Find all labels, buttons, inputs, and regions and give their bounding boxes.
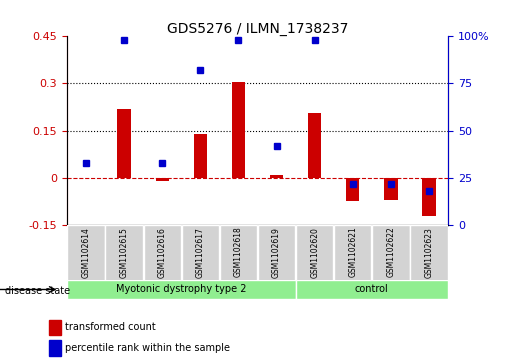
FancyBboxPatch shape: [372, 225, 409, 281]
Bar: [49, 320, 61, 335]
FancyBboxPatch shape: [296, 225, 333, 281]
Text: transformed count: transformed count: [65, 322, 156, 332]
FancyBboxPatch shape: [144, 225, 181, 281]
Bar: [232, 82, 245, 178]
Text: GDS5276 / ILMN_1738237: GDS5276 / ILMN_1738237: [167, 22, 348, 36]
FancyBboxPatch shape: [410, 225, 448, 281]
Bar: [308, 113, 321, 178]
Text: Myotonic dystrophy type 2: Myotonic dystrophy type 2: [116, 285, 247, 294]
Text: GSM1102618: GSM1102618: [234, 227, 243, 277]
FancyBboxPatch shape: [220, 225, 257, 281]
Bar: [422, 178, 436, 216]
Text: GSM1102620: GSM1102620: [310, 227, 319, 277]
FancyBboxPatch shape: [258, 225, 295, 281]
Bar: [156, 178, 169, 181]
Text: GSM1102621: GSM1102621: [348, 227, 357, 277]
Bar: [49, 340, 61, 356]
FancyBboxPatch shape: [296, 280, 448, 299]
FancyBboxPatch shape: [106, 225, 143, 281]
FancyBboxPatch shape: [67, 280, 296, 299]
Bar: [346, 178, 359, 201]
Bar: [117, 109, 131, 178]
Text: disease state: disease state: [5, 286, 70, 296]
Text: GSM1102615: GSM1102615: [119, 227, 129, 277]
Text: GSM1102622: GSM1102622: [386, 227, 396, 277]
Text: GSM1102616: GSM1102616: [158, 227, 167, 277]
Bar: [270, 175, 283, 178]
Text: GSM1102617: GSM1102617: [196, 227, 205, 277]
Bar: [384, 178, 398, 200]
FancyBboxPatch shape: [334, 225, 371, 281]
FancyBboxPatch shape: [182, 225, 219, 281]
Text: control: control: [355, 285, 389, 294]
Text: GSM1102619: GSM1102619: [272, 227, 281, 277]
FancyBboxPatch shape: [67, 225, 105, 281]
Text: GSM1102623: GSM1102623: [424, 227, 434, 277]
Text: percentile rank within the sample: percentile rank within the sample: [65, 343, 230, 353]
Text: GSM1102614: GSM1102614: [81, 227, 91, 277]
Bar: [194, 134, 207, 178]
